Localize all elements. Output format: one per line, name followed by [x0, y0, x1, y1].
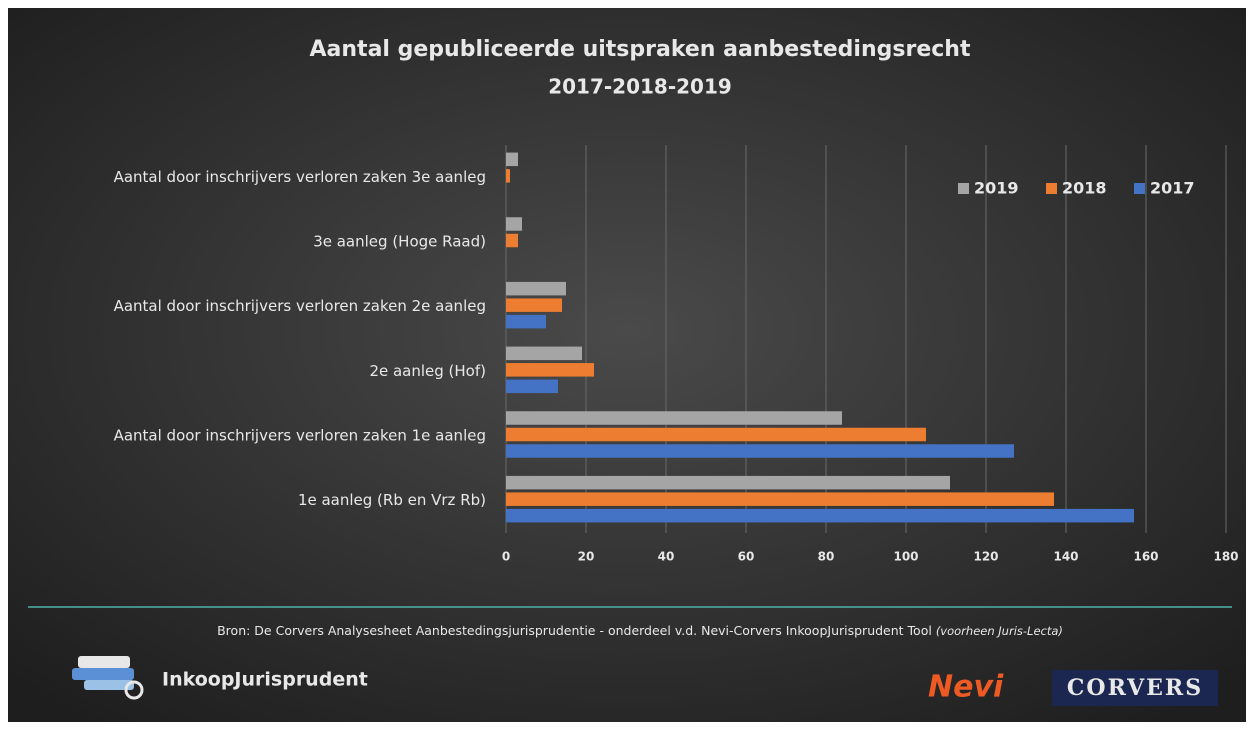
logo-corvers: CORVERS [1067, 675, 1203, 701]
chart-title: Aantal gepubliceerde uitspraken aanbeste… [310, 37, 971, 62]
y-tick-label: Aantal door inschrijvers verloren zaken … [114, 168, 486, 186]
bar [506, 492, 1054, 506]
bar [506, 444, 1014, 458]
legend-swatch [958, 183, 969, 194]
legend-swatch [1134, 183, 1145, 194]
bar [506, 169, 510, 183]
source: Bron: De Corvers Analysesheet Aanbestedi… [217, 623, 1063, 638]
x-tick-label: 180 [1213, 550, 1238, 564]
bar [506, 363, 594, 377]
bar [506, 217, 522, 231]
bar [506, 379, 558, 394]
bar [506, 411, 842, 425]
x-tick-label: 120 [973, 550, 998, 564]
x-tick-label: 60 [738, 550, 755, 564]
bar [506, 314, 546, 329]
logo-nevi: Nevi [928, 670, 1004, 705]
brand: InkoopJurisprudent [162, 669, 368, 691]
y-tick-label: Aantal door inschrijvers verloren zaken … [114, 297, 486, 315]
bar [506, 233, 518, 248]
y-tick-label: 1e aanleg (Rb en Vrz Rb) [298, 491, 486, 509]
panel [8, 8, 1246, 722]
x-tick-label: 160 [1133, 550, 1158, 564]
x-tick-label: 100 [893, 550, 918, 564]
bar [506, 346, 582, 361]
x-tick-label: 0 [502, 550, 510, 564]
source-note: (voorheen Juris-Lecta) [936, 624, 1063, 638]
legend-label: 2017 [1150, 179, 1195, 198]
y-tick-label: Aantal door inschrijvers verloren zaken … [114, 427, 486, 445]
x-tick-label: 40 [658, 550, 675, 564]
logo-corvers-bg [1052, 670, 1218, 706]
x-tick-label: 80 [818, 550, 835, 564]
legend-swatch [1046, 183, 1057, 194]
y-tick-label: 2e aanleg (Hof) [369, 362, 486, 380]
bar [506, 475, 950, 490]
brand-icon [72, 656, 144, 700]
bar [506, 427, 926, 442]
bar [506, 152, 518, 167]
bar [506, 281, 566, 296]
source-text: Bron: De Corvers Analysesheet Aanbestedi… [217, 623, 932, 638]
legend-label: 2019 [974, 179, 1019, 198]
bar [506, 298, 562, 312]
x-tick-label: 20 [578, 550, 595, 564]
bar [506, 508, 1134, 523]
x-tick-label: 140 [1053, 550, 1078, 564]
y-tick-label: 3e aanleg (Hoge Raad) [313, 233, 486, 251]
legend-label: 2018 [1062, 179, 1107, 198]
chart-subtitle: 2017-2018-2019 [548, 75, 732, 99]
